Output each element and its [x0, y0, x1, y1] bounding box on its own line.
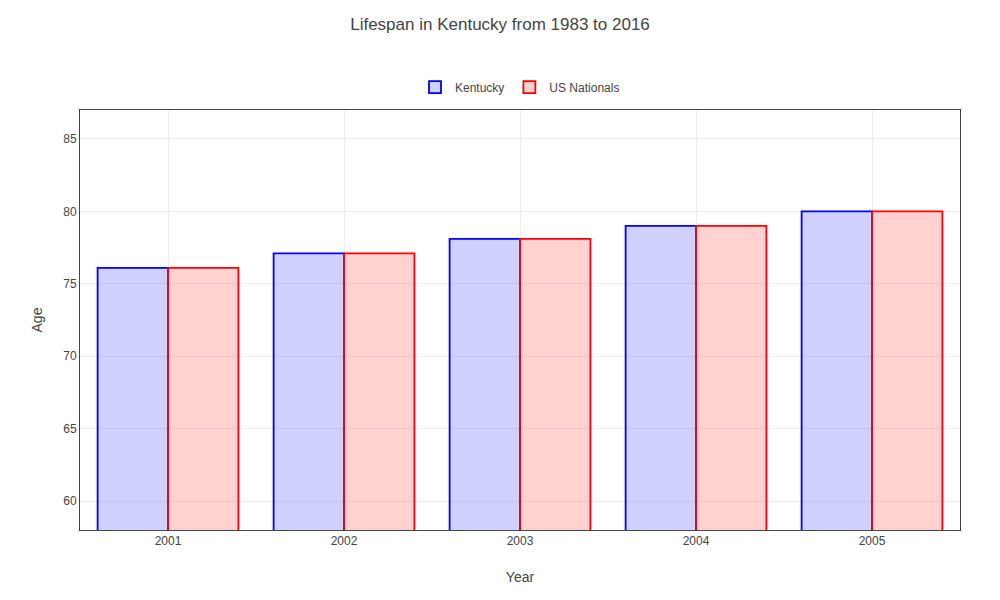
svg-text:70: 70 — [63, 349, 77, 363]
svg-text:2002: 2002 — [331, 534, 358, 548]
svg-text:2003: 2003 — [507, 534, 534, 548]
svg-text:2005: 2005 — [859, 534, 886, 548]
svg-text:2001: 2001 — [155, 534, 182, 548]
svg-text:Year: Year — [506, 569, 535, 585]
svg-text:Age: Age — [29, 307, 45, 332]
svg-text:Lifespan in Kentucky from 1983: Lifespan in Kentucky from 1983 to 2016 — [350, 15, 650, 34]
svg-text:Kentucky: Kentucky — [455, 81, 504, 95]
svg-text:65: 65 — [63, 422, 77, 436]
svg-text:85: 85 — [63, 132, 77, 146]
svg-text:US Nationals: US Nationals — [549, 81, 619, 95]
svg-text:60: 60 — [63, 494, 77, 508]
svg-text:75: 75 — [63, 277, 77, 291]
svg-text:80: 80 — [63, 205, 77, 219]
svg-text:2004: 2004 — [683, 534, 710, 548]
